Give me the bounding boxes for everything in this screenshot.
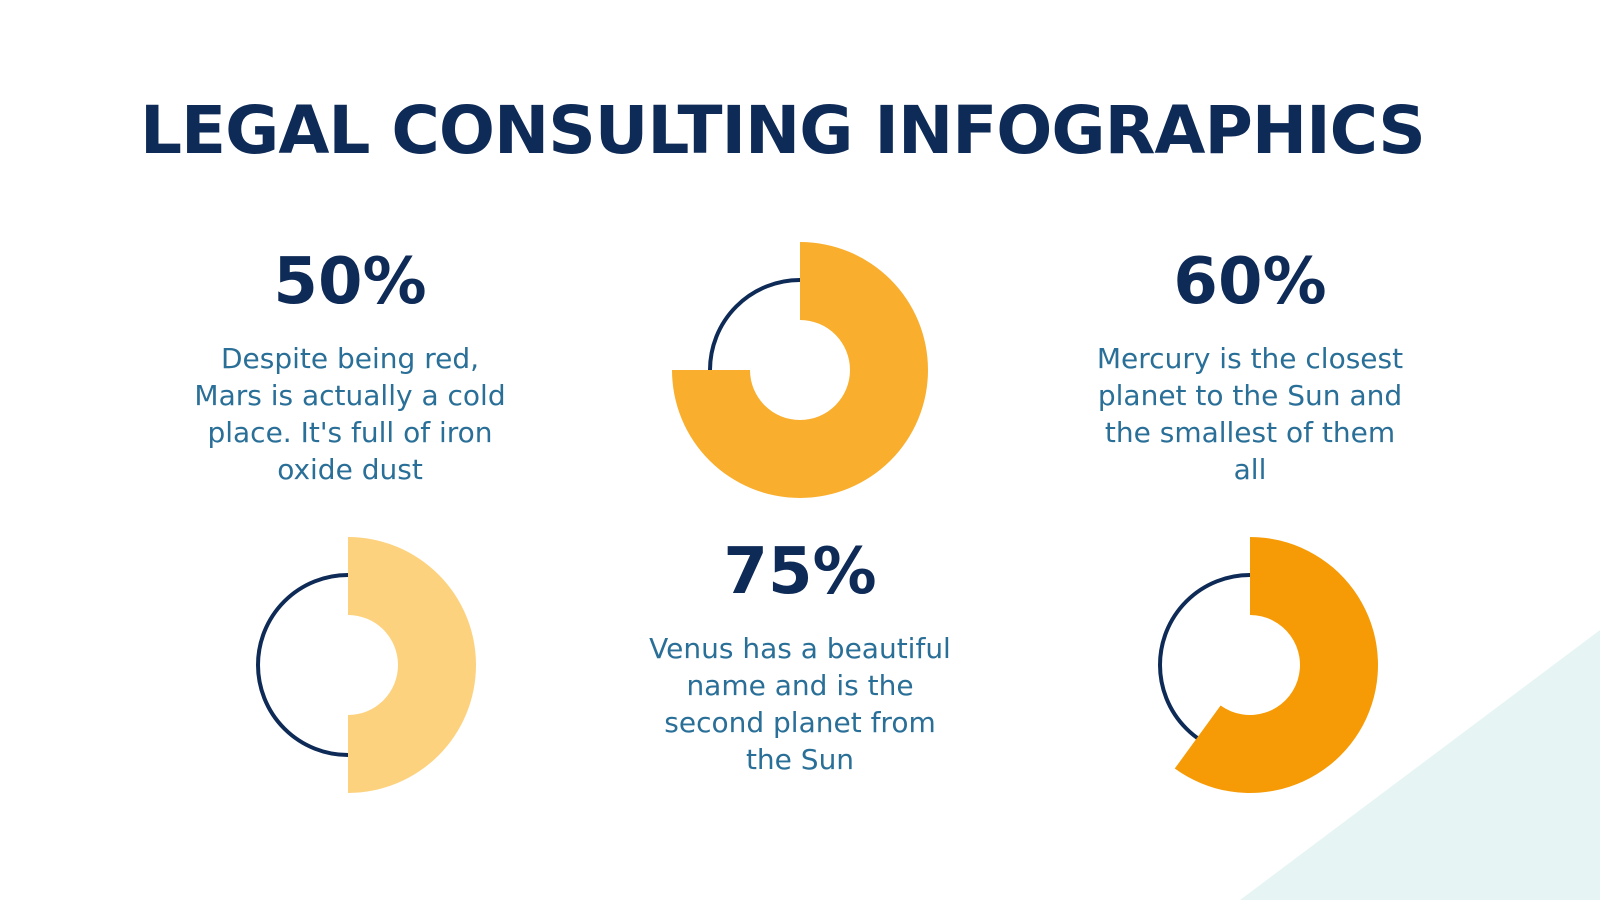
donut-arc-mars [348, 537, 476, 793]
description-venus: Venus has a beautiful name and is the se… [649, 632, 951, 776]
percent-label-venus: 75% [723, 535, 877, 609]
percent-label-mars: 50% [273, 245, 427, 319]
description-mercury: Mercury is the closest planet to the Sun… [1096, 342, 1404, 486]
donut-arc-mercury [1174, 537, 1378, 793]
percent-label-mercury: 60% [1173, 245, 1327, 319]
description-mars: Despite being red, Mars is actually a co… [194, 342, 506, 486]
donut-chart-mercury [1158, 537, 1378, 793]
donut-arc-venus [672, 242, 928, 498]
donut-chart-venus [672, 242, 928, 498]
page-title: LEGAL CONSULTING INFOGRAPHICS [140, 92, 1426, 169]
donut-chart-mars [256, 537, 476, 793]
